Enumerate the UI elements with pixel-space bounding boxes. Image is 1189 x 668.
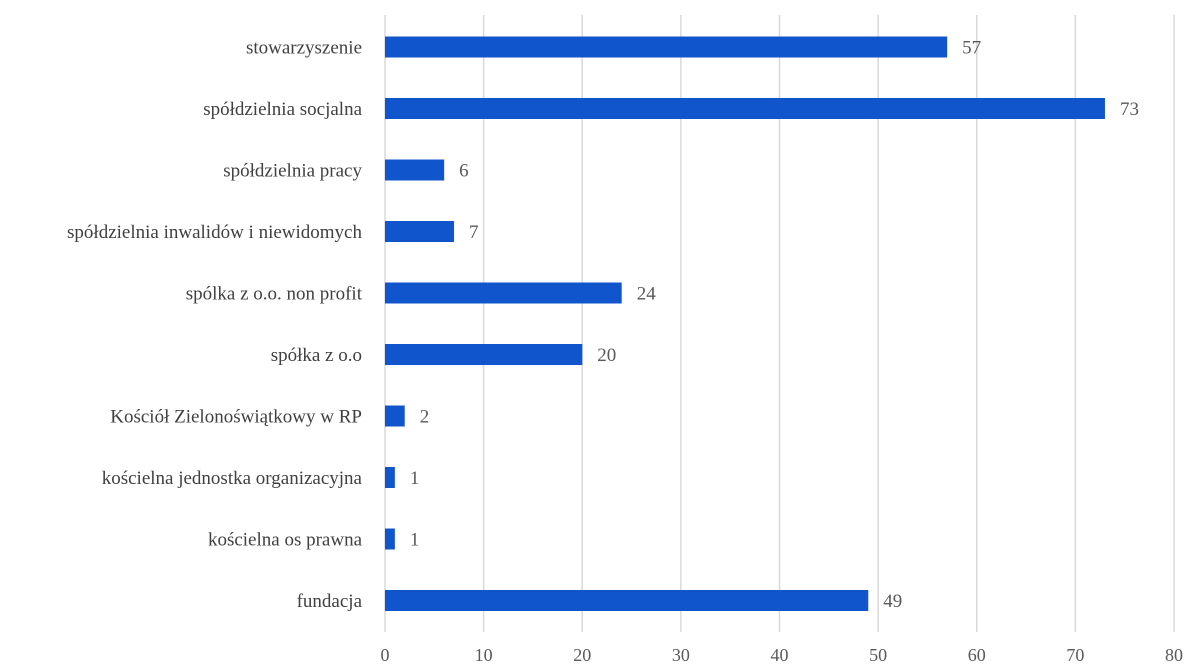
- category-label: kościelna os prawna: [208, 530, 363, 551]
- category-label: fundacja: [297, 591, 363, 612]
- value-label: 57: [962, 38, 981, 59]
- value-label: 73: [1120, 99, 1139, 120]
- x-tick-label: 70: [1066, 645, 1084, 665]
- bar: [385, 221, 455, 242]
- category-label: spółka z o.o: [271, 345, 362, 366]
- value-label: 2: [420, 407, 430, 428]
- category-labels: stowarzyszenie spółdzielnia socjalna spółd…: [67, 38, 363, 613]
- bar: [385, 159, 445, 181]
- value-label: 20: [597, 345, 616, 366]
- value-label: 1: [410, 530, 420, 551]
- x-axis-tick-labels: 0 10 20 30 40 50 60 70 80: [381, 645, 1184, 665]
- bar: [385, 344, 583, 365]
- x-tick-label: 0: [381, 645, 390, 665]
- bar: [385, 590, 869, 611]
- x-tick-label: 50: [869, 645, 887, 665]
- category-label: stowarzyszenie: [246, 38, 362, 59]
- bar: [385, 36, 948, 58]
- x-tick-label: 80: [1165, 645, 1183, 665]
- category-label: spółdzielnia socjalna: [203, 99, 362, 120]
- value-labels: 57 73 6 7 24 20 2 1 1 49: [410, 38, 1139, 613]
- category-label: kościelna jednostka organizacyjna: [102, 468, 363, 489]
- x-tick-label: 30: [672, 645, 690, 665]
- value-label: 6: [459, 161, 469, 182]
- x-tick-label: 20: [573, 645, 591, 665]
- bar: [385, 528, 395, 550]
- x-tick-label: 10: [475, 645, 493, 665]
- value-label: 24: [637, 284, 657, 305]
- category-label: Kościół Zielonoświątkowy w RP: [110, 407, 362, 428]
- bar: [385, 405, 405, 427]
- bar: [385, 282, 622, 304]
- category-label: spółdzielnia inwalidów i niewidomych: [67, 222, 362, 243]
- value-label: 1: [410, 468, 420, 489]
- bars: [385, 36, 1105, 611]
- x-tick-label: 60: [968, 645, 986, 665]
- value-label: 7: [469, 222, 479, 243]
- category-label: spólka z o.o. non profit: [186, 284, 363, 305]
- bar: [385, 98, 1105, 119]
- bar: [385, 467, 395, 488]
- x-tick-label: 40: [771, 645, 789, 665]
- value-label: 49: [883, 591, 902, 612]
- category-label: spółdzielnia pracy: [223, 161, 362, 182]
